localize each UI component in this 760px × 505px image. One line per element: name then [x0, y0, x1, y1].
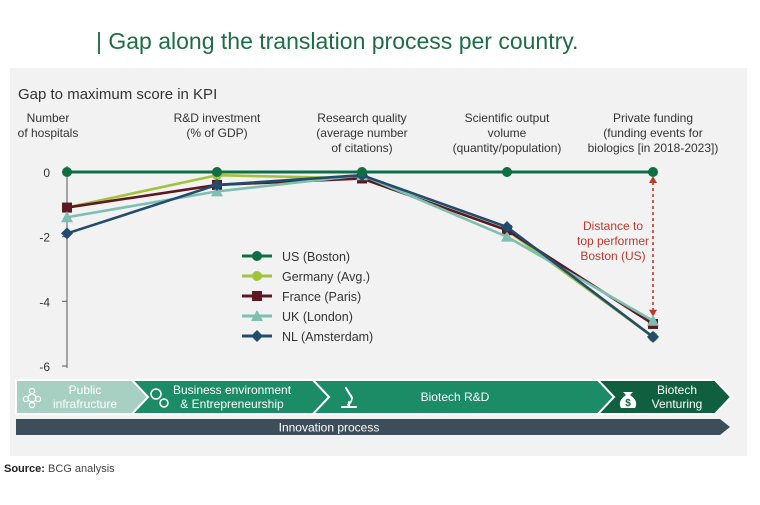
legend-swatch-marker — [252, 251, 262, 261]
annotation-arrowhead-bottom — [649, 309, 657, 317]
annotation-label: Distance to top performer Boston (US) — [577, 219, 649, 263]
microscope-arm — [346, 394, 353, 406]
category-label: Number of hospitals — [18, 111, 79, 140]
legend-swatch-marker — [252, 291, 262, 301]
page-title: | Gap along the translation process per … — [96, 28, 579, 54]
chart-panel: Gap to maximum score in KPI Number of hosp… — [10, 68, 747, 456]
category-label: R&D investment (% of GDP) — [174, 111, 261, 140]
annotation-arrowhead-top — [649, 176, 657, 183]
data-point — [357, 167, 367, 177]
process-stage-label: Biotech Venturing — [652, 383, 703, 411]
process-stage-label: Public infrafructure — [53, 383, 117, 411]
data-point — [501, 220, 513, 233]
process-stage-label: Business environment & Entrepreneurship — [173, 383, 292, 411]
y-axis-label: Gap to maximum score in KPI — [18, 86, 217, 103]
data-point — [212, 167, 222, 177]
money-bag-icon — [619, 392, 637, 408]
series-line — [66, 173, 654, 338]
network-icon — [22, 387, 42, 409]
line-chart: Gap to maximum score in KPI Number of hosp… — [15, 86, 733, 435]
data-point — [501, 230, 513, 242]
data-point — [61, 211, 73, 223]
series-line — [66, 173, 654, 338]
innovation-process-label: Innovation process — [279, 421, 380, 435]
data-point — [61, 227, 73, 240]
data-point — [62, 167, 72, 177]
gear-shape — [159, 398, 169, 408]
legend-label: France (Paris) — [282, 290, 361, 304]
category-label: Private funding (funding events for biolog… — [588, 111, 719, 155]
legend-label: US (Boston) — [282, 250, 350, 264]
legend-label: Germany (Avg.) — [282, 270, 370, 284]
legend-label: NL (Amsterdam) — [282, 330, 373, 344]
y-tick-label: -2 — [39, 231, 50, 245]
money-bag-shape — [619, 392, 637, 408]
data-point — [648, 167, 658, 177]
process-stage-label: Biotech R&D — [421, 390, 490, 404]
y-tick-label: -6 — [39, 360, 50, 374]
data-point — [647, 314, 659, 326]
y-tick-label: -4 — [39, 295, 50, 309]
source-note: Source: BCG analysis — [4, 463, 115, 475]
data-point — [502, 167, 512, 177]
network-hub — [27, 393, 37, 403]
innovation-process-bar — [16, 419, 730, 435]
data-point — [62, 202, 72, 213]
source-text: BCG analysis — [48, 463, 115, 475]
legend-swatch-marker — [251, 330, 263, 342]
source-label: Source: — [4, 463, 45, 475]
category-label: Research quality (average number of citati… — [316, 111, 407, 155]
legend-label: UK (London) — [282, 310, 353, 324]
category-label: Scientific output volume (quantity/populat… — [453, 111, 562, 155]
data-point — [647, 330, 659, 343]
data-point — [211, 178, 223, 191]
gear-shape — [150, 388, 162, 400]
y-tick-label: 0 — [43, 166, 50, 180]
dollar-sign: $ — [625, 398, 631, 409]
gears-icon — [150, 388, 169, 408]
legend-swatch-marker — [251, 310, 263, 321]
microscope-icon — [341, 387, 357, 408]
legend-swatch-marker — [252, 271, 262, 281]
